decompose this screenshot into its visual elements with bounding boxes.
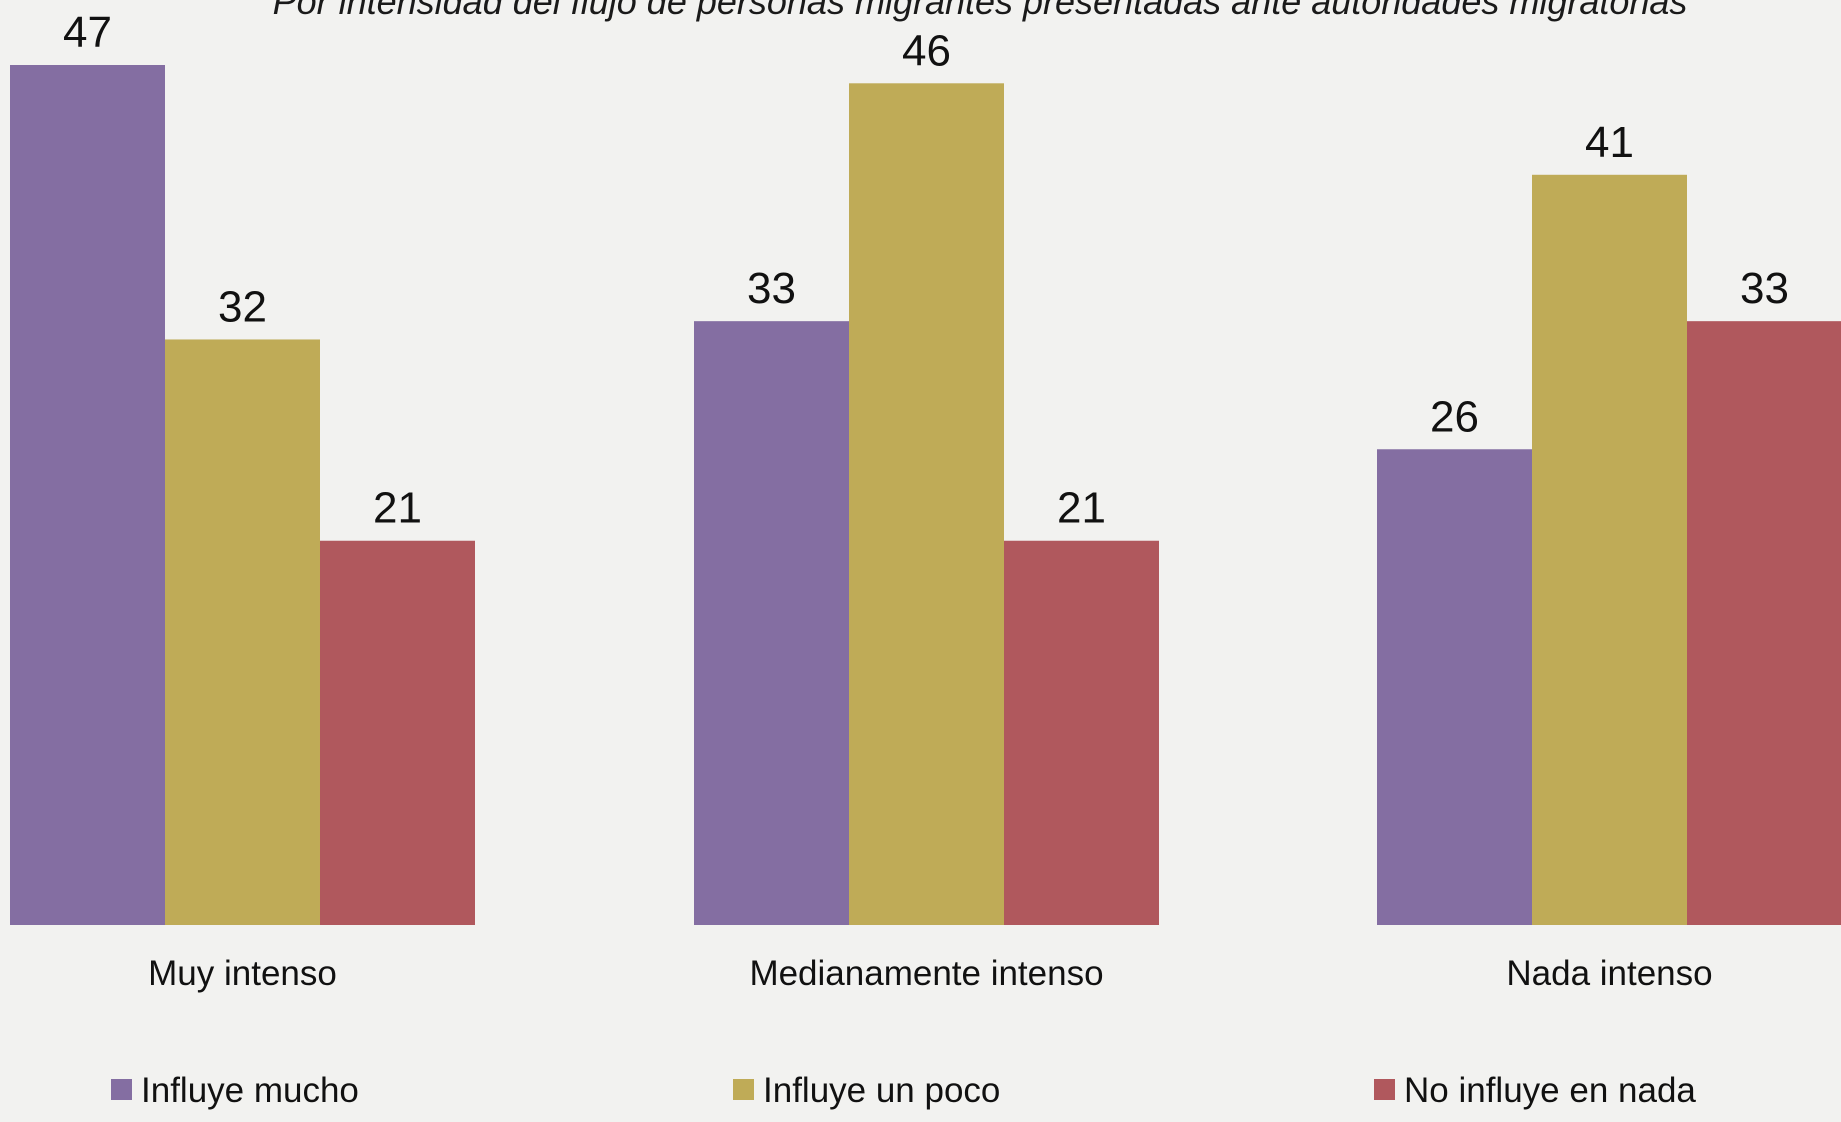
bar-3-1 — [1377, 449, 1532, 925]
value-label-1-1: 47 — [63, 8, 112, 57]
value-label-1-2: 32 — [218, 282, 267, 331]
legend-swatch-1 — [111, 1079, 132, 1100]
legend-label-1: Influye mucho — [141, 1071, 359, 1110]
category-label-2: Medianamente intenso — [749, 954, 1103, 993]
chart-subtitle: Por intensidad del flujo de personas mig… — [273, 0, 1688, 22]
legend: Influye mucho Influye un poco No influye e… — [111, 1071, 1696, 1110]
legend-label-3: No influye en nada — [1404, 1071, 1696, 1110]
bar-1-2 — [165, 339, 320, 925]
value-label-1-3: 21 — [373, 484, 422, 533]
bar-2-2 — [849, 83, 1004, 926]
value-label-3-1: 26 — [1430, 392, 1479, 441]
value-labels-group: 47 32 21 33 46 21 26 41 33 — [63, 8, 1789, 533]
value-label-3-3: 33 — [1740, 264, 1789, 313]
category-label-1: Muy intenso — [148, 954, 337, 993]
bar-1-1 — [10, 65, 165, 925]
legend-label-2: Influye un poco — [763, 1071, 1000, 1110]
bar-2-1 — [694, 321, 849, 925]
value-label-3-2: 41 — [1585, 118, 1634, 167]
bar-3-2 — [1532, 174, 1687, 925]
category-label-3: Nada intenso — [1506, 954, 1712, 993]
bar-1-3 — [320, 540, 475, 925]
value-label-2-1: 33 — [747, 264, 796, 313]
legend-swatch-3 — [1374, 1079, 1395, 1100]
legend-swatch-2 — [733, 1079, 754, 1100]
bar-2-3 — [1004, 540, 1159, 925]
value-label-2-2: 46 — [902, 26, 951, 75]
bars-group — [10, 65, 1841, 926]
value-label-2-3: 21 — [1057, 484, 1106, 533]
category-labels-group: Muy intenso Medianamente intenso Nada inte… — [148, 954, 1712, 993]
bar-3-3 — [1687, 321, 1841, 925]
